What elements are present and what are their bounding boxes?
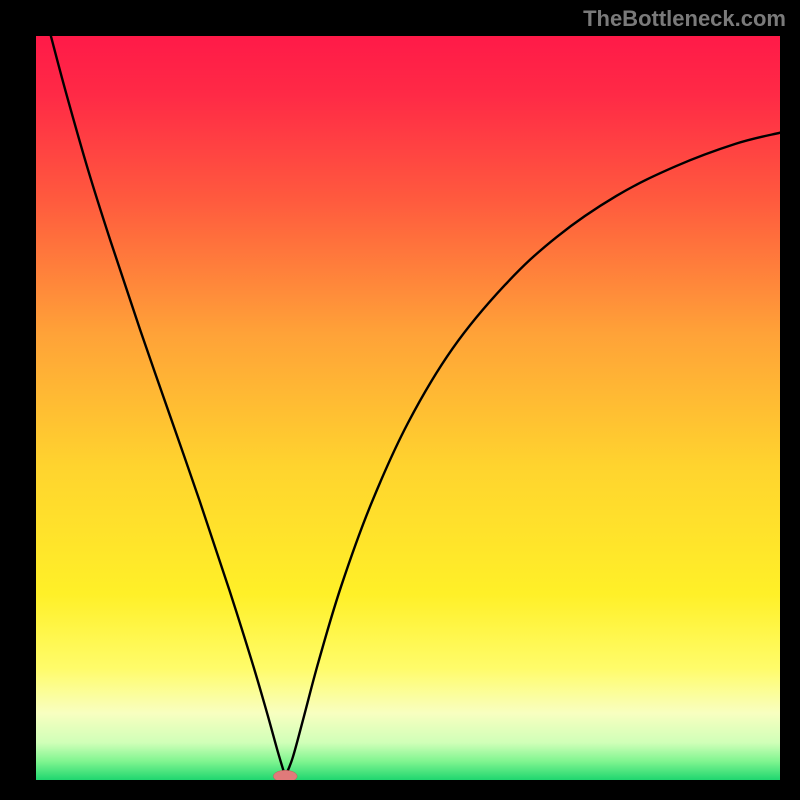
- bottleneck-chart: [0, 0, 800, 800]
- watermark-text: TheBottleneck.com: [583, 6, 786, 32]
- chart-container: TheBottleneck.com: [0, 0, 800, 800]
- plot-background: [36, 36, 780, 780]
